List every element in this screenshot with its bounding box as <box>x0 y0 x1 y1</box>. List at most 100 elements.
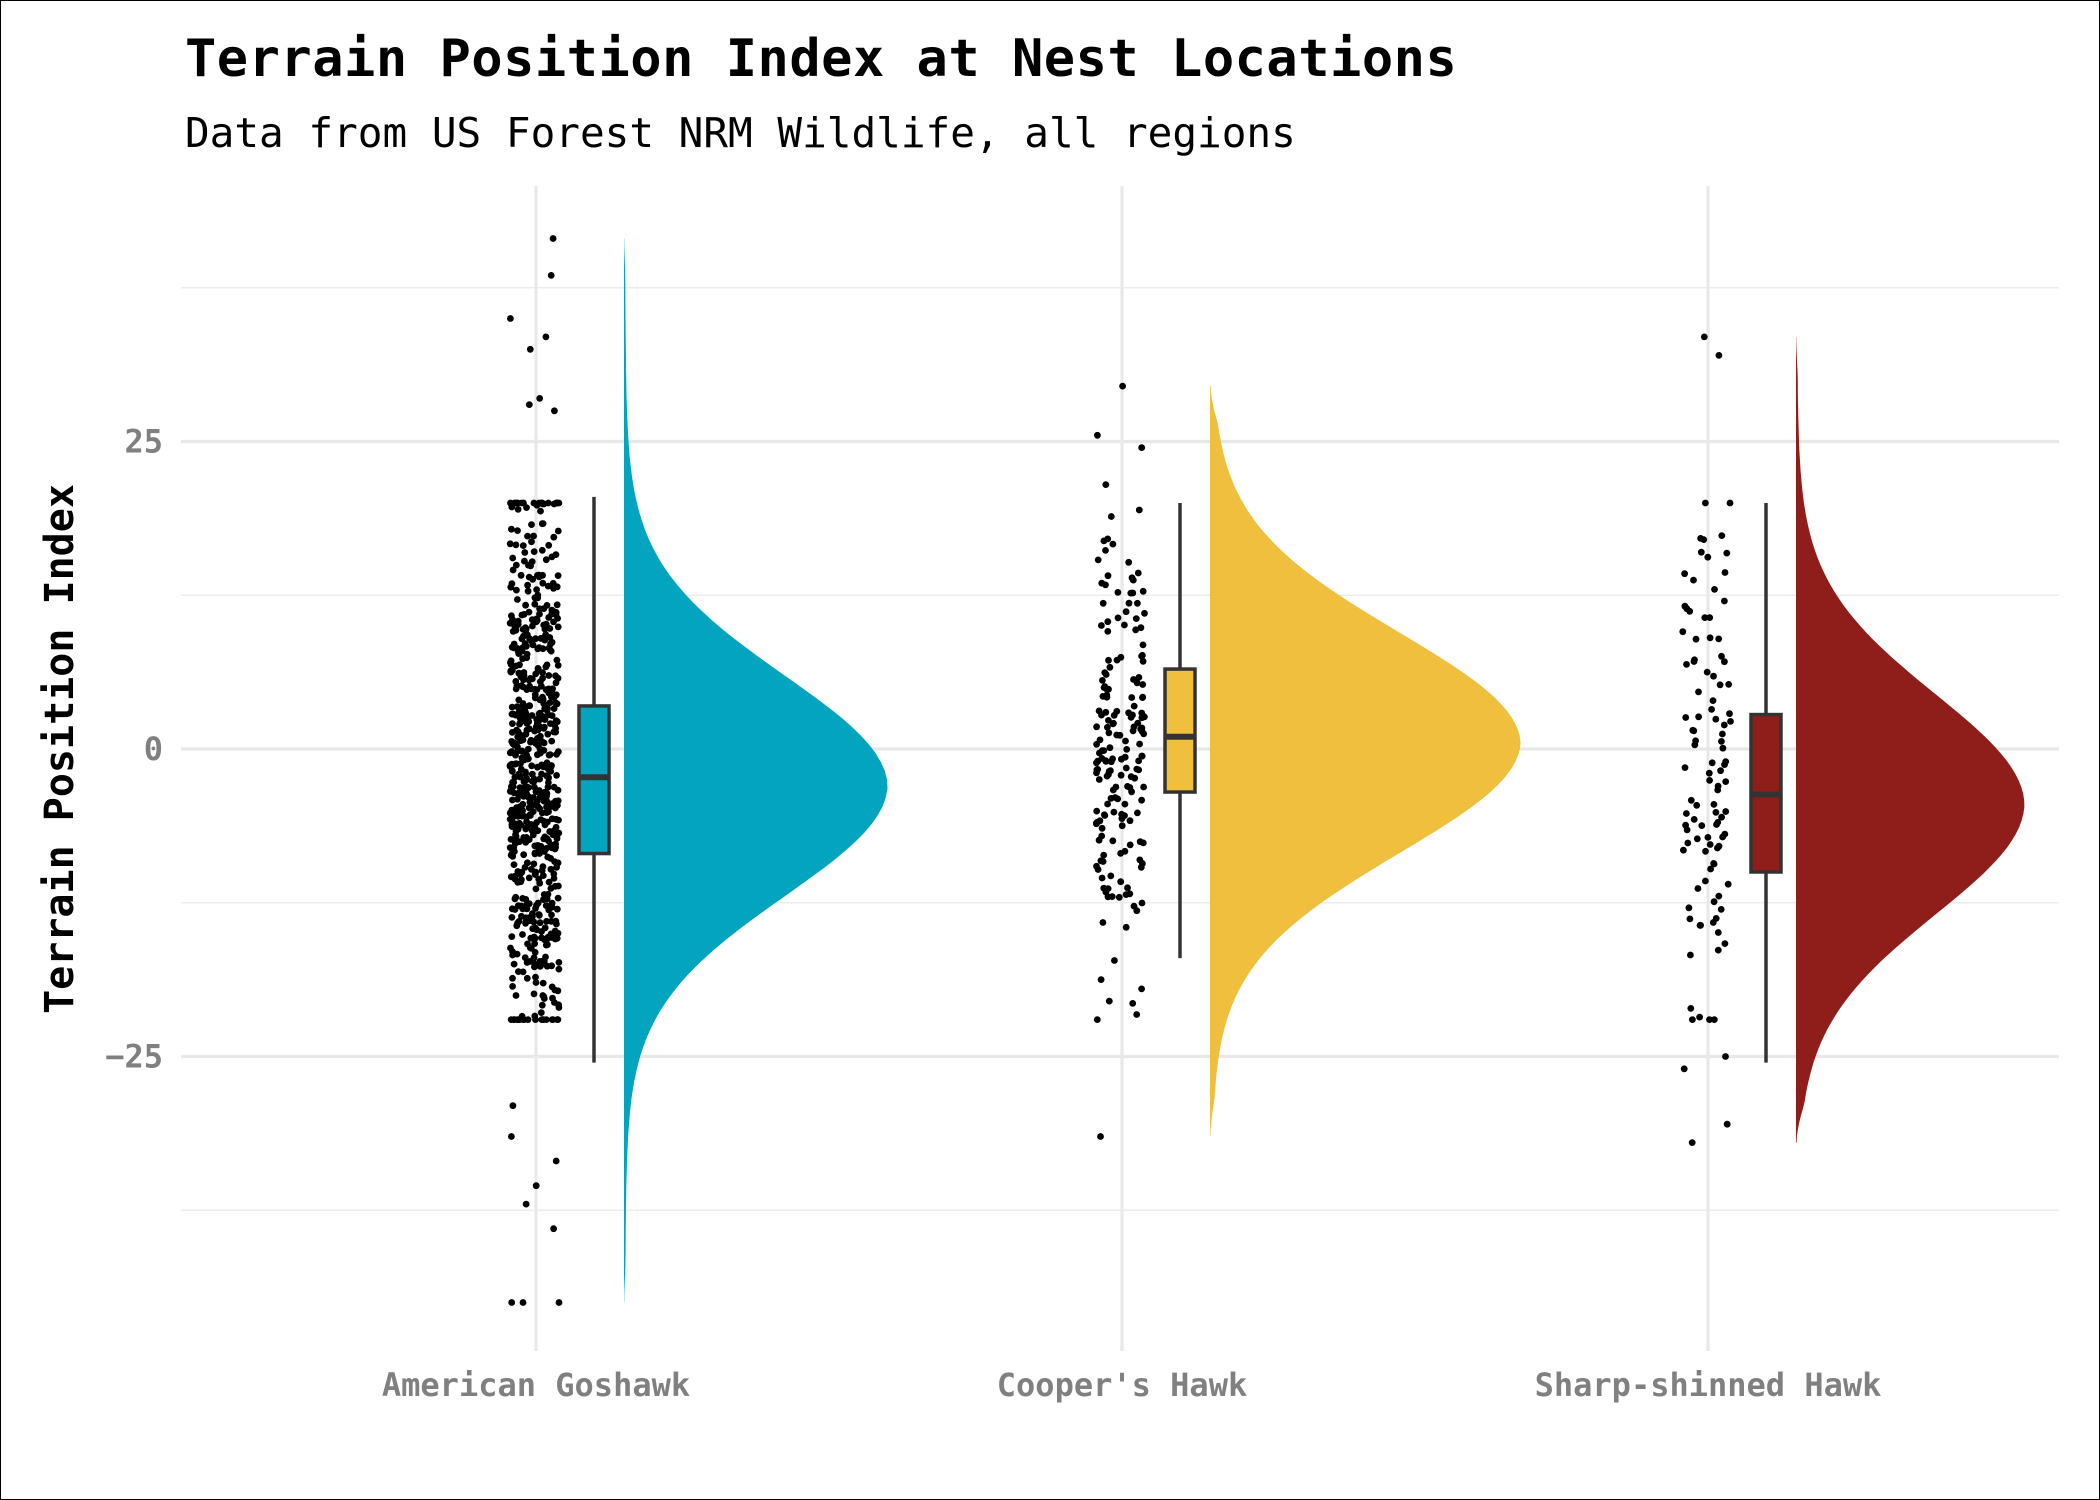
data-point <box>1107 513 1115 520</box>
data-point <box>543 772 550 780</box>
data-point <box>1710 672 1717 680</box>
density-half-violin <box>1210 386 1521 1137</box>
data-point <box>530 990 538 998</box>
data-point <box>1718 813 1725 821</box>
y-tick-label: −25 <box>105 1038 163 1076</box>
data-point <box>519 895 526 902</box>
data-point <box>519 931 526 938</box>
data-point <box>522 919 529 927</box>
data-point <box>554 987 562 995</box>
data-point <box>1680 1065 1688 1073</box>
data-point <box>523 504 530 511</box>
data-point <box>1121 753 1129 761</box>
data-point <box>1117 653 1125 661</box>
data-point <box>525 793 533 801</box>
data-point <box>523 776 530 784</box>
data-point <box>525 573 533 581</box>
data-point <box>1093 769 1100 777</box>
data-point <box>548 553 556 561</box>
data-point <box>1695 688 1702 696</box>
data-point <box>551 927 559 935</box>
data-point <box>1101 812 1109 819</box>
data-point <box>1135 757 1142 765</box>
axis-layer: −25 0 25 American Goshawk Cooper's Hawk Sharp… <box>105 423 1881 1405</box>
data-point <box>530 548 538 555</box>
data-point <box>554 527 562 535</box>
data-point <box>526 702 534 710</box>
data-point <box>522 625 530 633</box>
data-point <box>523 755 531 763</box>
data-point <box>1098 874 1106 882</box>
data-point <box>514 902 522 909</box>
data-point <box>1703 668 1711 676</box>
data-point <box>1687 1005 1695 1012</box>
data-point <box>1727 718 1734 725</box>
data-point <box>547 865 555 873</box>
data-point <box>531 934 539 942</box>
data-point <box>528 945 535 952</box>
data-point <box>517 571 525 579</box>
data-point <box>1697 535 1704 542</box>
data-point <box>1136 856 1144 864</box>
data-point <box>546 699 554 706</box>
data-point <box>1141 713 1148 721</box>
data-point <box>1113 731 1121 739</box>
data-point <box>515 669 523 677</box>
data-point <box>552 717 560 725</box>
data-point <box>1121 800 1129 808</box>
data-point <box>508 821 516 828</box>
data-point <box>1093 740 1100 748</box>
data-point <box>1119 382 1126 390</box>
data-point <box>550 875 558 882</box>
data-point <box>1718 738 1725 745</box>
data-point <box>1117 771 1125 779</box>
data-point <box>548 638 556 646</box>
data-point <box>1696 922 1704 929</box>
data-point <box>529 641 537 649</box>
data-point <box>524 581 531 589</box>
data-point <box>1102 481 1110 488</box>
data-point <box>514 838 522 846</box>
data-point <box>1690 658 1698 665</box>
chart-title: Terrain Position Index at Nest Locations <box>185 29 1458 89</box>
data-point <box>1723 549 1731 557</box>
data-point <box>1700 333 1708 341</box>
data-point <box>1697 548 1705 556</box>
raincloud-group <box>506 235 888 1306</box>
data-point <box>1714 844 1721 852</box>
data-point <box>543 797 551 805</box>
data-point <box>1137 863 1145 871</box>
data-point <box>1692 635 1700 643</box>
data-point <box>523 974 531 982</box>
data-point <box>1724 880 1732 888</box>
data-point <box>1710 1016 1718 1023</box>
data-point <box>1706 1016 1713 1023</box>
data-point <box>1139 839 1147 847</box>
data-point <box>1138 652 1145 660</box>
data-point <box>548 762 555 769</box>
data-point <box>1706 614 1714 621</box>
data-point <box>1122 608 1130 616</box>
data-point <box>507 668 515 676</box>
data-point <box>1138 752 1146 760</box>
data-point <box>546 646 554 653</box>
data-point <box>520 788 528 796</box>
data-point <box>1726 499 1734 507</box>
data-point <box>555 882 562 890</box>
data-point <box>1692 737 1699 745</box>
data-point <box>1106 663 1114 671</box>
data-point <box>511 875 519 883</box>
data-point <box>543 803 550 811</box>
data-point <box>1126 841 1134 849</box>
data-point <box>1714 929 1722 936</box>
data-point <box>1686 607 1694 615</box>
data-point <box>1099 599 1107 607</box>
data-point <box>1104 572 1112 580</box>
data-point <box>1684 839 1692 847</box>
data-point <box>554 894 562 902</box>
data-point <box>510 789 518 797</box>
data-point <box>521 549 529 556</box>
data-point <box>1094 866 1102 873</box>
data-point <box>1683 810 1690 817</box>
data-point <box>1132 615 1140 622</box>
